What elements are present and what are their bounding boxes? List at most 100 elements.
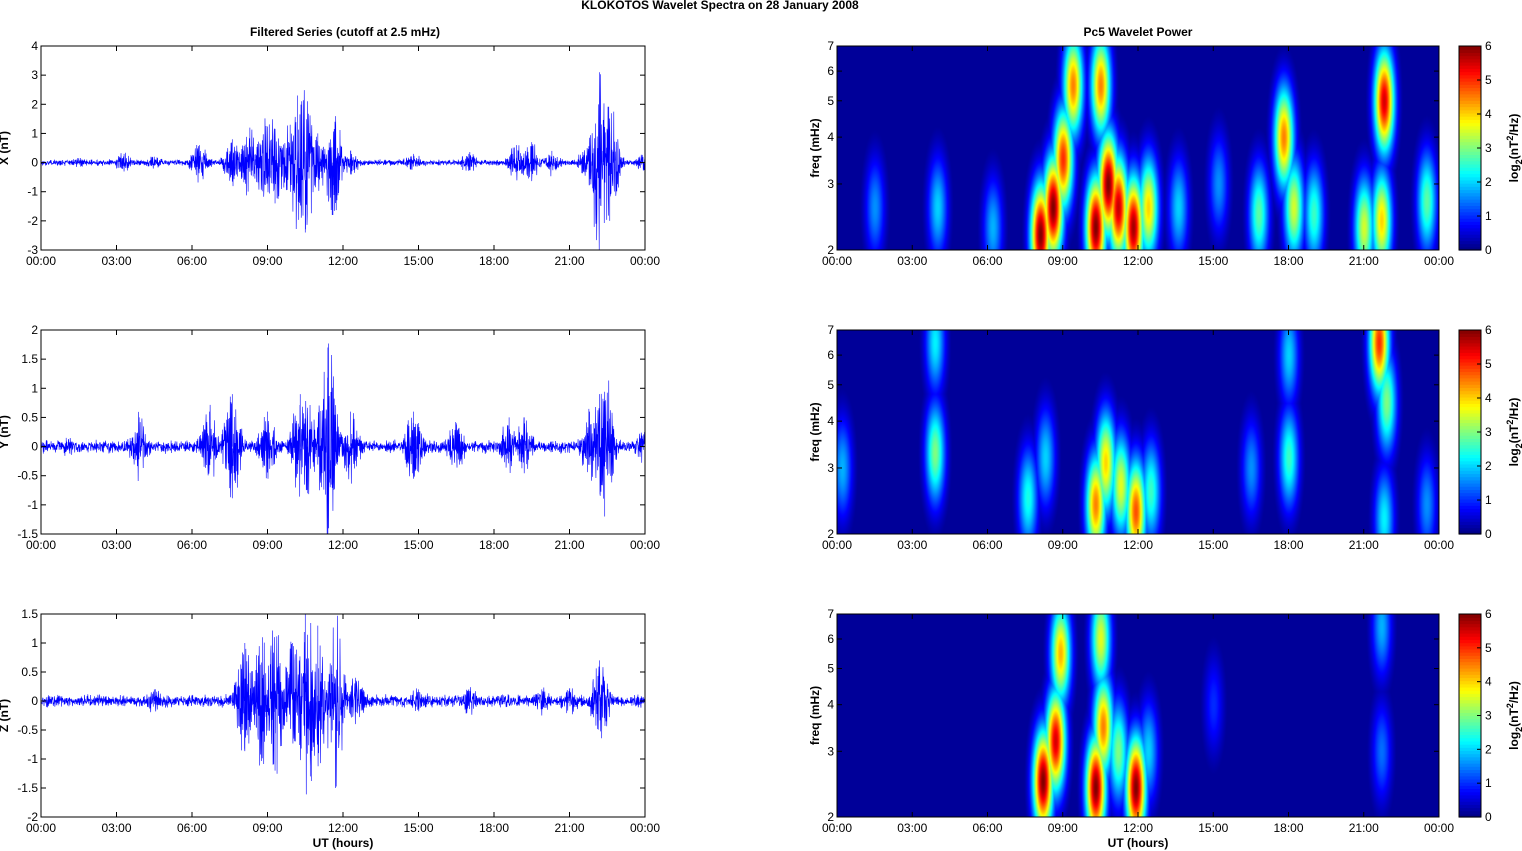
wavelet-y-colorbar-swatch — [1459, 518, 1481, 522]
wavelet-z-colorbar-swatch — [1459, 744, 1481, 748]
filtered-z-xtick-label: 12:00 — [328, 821, 358, 835]
filtered-y-xtick-label: 18:00 — [479, 538, 509, 552]
wavelet-x-colorbar-swatch — [1459, 163, 1481, 168]
wavelet-z-colorbar-swatch — [1459, 772, 1481, 777]
wavelet-y-colorbar-swatch — [1459, 473, 1481, 478]
wavelet-z-colorbar-tick-label: 5 — [1485, 641, 1492, 655]
wavelet-z-colorbar-swatch — [1459, 642, 1481, 647]
wavelet-y-colorbar-tick-label: 1 — [1485, 493, 1492, 507]
wavelet-z-colorbar-swatch — [1459, 740, 1481, 745]
wavelet-z-xtick-label: 00:00 — [822, 821, 852, 835]
wavelet-x-xtick-label: 15:00 — [1198, 254, 1228, 268]
filtered-y-xtick-label: 00:00 — [630, 538, 660, 552]
wavelet-z-colorbar-swatch — [1459, 775, 1481, 780]
wavelet-z-colorbar-label: log2(nT2/Hz) — [1505, 681, 1522, 750]
wavelet-y-xtick-label: 03:00 — [897, 538, 927, 552]
wavelet-x-colorbar-tick-label: 2 — [1485, 175, 1492, 189]
filtered-y-ylabel: Y (nT) — [0, 415, 11, 449]
wavelet-z-colorbar-swatch — [1459, 617, 1481, 621]
filtered-z-panel: -2 -1.5 -1 -0.5 0 0.5 1 1.5 00:00 03:00 06:00 09:00… — [0, 607, 660, 850]
wavelet-x-colorbar-swatch — [1459, 132, 1481, 136]
wavelet-x-colorbar-tick-label: 6 — [1485, 39, 1492, 53]
wavelet-x-colorbar-swatch — [1459, 65, 1481, 69]
wavelet-z-colorbar-swatch — [1459, 677, 1481, 682]
filtered-y-ytick-label: -1.5 — [17, 527, 38, 541]
wavelet-x-colorbar-swatch — [1459, 179, 1481, 184]
filtered-x-xtick-label: 15:00 — [403, 254, 433, 268]
wavelet-y-colorbar-swatch — [1459, 371, 1481, 376]
wavelet-z-colorbar: 0 1 2 3 4 5 6 log2(nT2/Hz) — [1458, 607, 1522, 824]
wavelet-x-colorbar-swatch — [1459, 122, 1481, 127]
wavelet-z-colorbar-swatch — [1459, 718, 1481, 723]
wavelet-y-colorbar-tick-label: 6 — [1485, 323, 1492, 337]
wavelet-y-colorbar-swatch — [1459, 479, 1481, 484]
wavelet-x-colorbar-swatch — [1459, 55, 1481, 60]
wavelet-z-colorbar-swatch — [1459, 683, 1481, 688]
wavelet-x-colorbar-swatch — [1459, 87, 1481, 92]
wavelet-x-colorbar-swatch — [1459, 195, 1481, 200]
wavelet-z-panel: 2 3 4 5 6 7 00:00 03:00 06:00 09:00 12:00 15:00 18:0… — [808, 607, 1522, 850]
wavelet-y-colorbar-swatch — [1459, 454, 1481, 459]
wavelet-x-colorbar-swatch — [1459, 141, 1481, 146]
wavelet-z-colorbar-swatch — [1459, 693, 1481, 698]
wavelet-z-colorbar-swatch — [1459, 623, 1481, 628]
wavelet-y-colorbar-swatch — [1459, 463, 1481, 468]
filtered-x-xtick-label: 18:00 — [479, 254, 509, 268]
wavelet-y-colorbar-swatch — [1459, 521, 1481, 526]
wavelet-z-colorbar-swatch — [1459, 794, 1481, 799]
wavelet-y-colorbar-swatch — [1459, 524, 1481, 529]
wavelet-z-colorbar-swatch — [1459, 702, 1481, 707]
wavelet-y-ytick-label: 4 — [827, 414, 834, 428]
wavelet-y-colorbar-swatch — [1459, 527, 1481, 532]
wavelet-y-colorbar-swatch — [1459, 514, 1481, 519]
wavelet-y-colorbar-swatch — [1459, 425, 1481, 430]
filtered-y-xtick-label: 06:00 — [177, 538, 207, 552]
wavelet-y-colorbar-swatch — [1459, 412, 1481, 417]
wavelet-z-colorbar-swatch — [1459, 731, 1481, 736]
filtered-x-axes-frame — [40, 45, 646, 251]
wavelet-z-colorbar-swatch — [1459, 728, 1481, 732]
wavelet-x-colorbar-swatch — [1459, 224, 1481, 229]
wavelet-x-xtick-label: 00:00 — [822, 254, 852, 268]
wavelet-z-ytick-label: 5 — [827, 662, 834, 676]
filtered-z-ytick-label: -1 — [27, 752, 38, 766]
wavelet-y-xtick-label: 15:00 — [1198, 538, 1228, 552]
wavelet-z-ytick-label: 7 — [827, 607, 834, 621]
wavelet-z-xtick-label: 15:00 — [1198, 821, 1228, 835]
wavelet-y-colorbar-swatch — [1459, 489, 1481, 494]
wavelet-z-colorbar-swatch — [1459, 652, 1481, 656]
wavelet-y-colorbar-swatch — [1459, 339, 1481, 344]
wavelet-y-xtick-label: 12:00 — [1123, 538, 1153, 552]
wavelet-z-colorbar-swatch — [1459, 658, 1481, 663]
wavelet-x-colorbar-swatch — [1459, 116, 1481, 120]
wavelet-y-ytick-label: 3 — [827, 461, 834, 475]
wavelet-z-colorbar-tick-label: 1 — [1485, 776, 1492, 790]
wavelet-x-colorbar-swatch — [1459, 97, 1481, 101]
wavelet-z-colorbar-swatch — [1459, 734, 1481, 739]
wavelet-x-colorbar-label: log2(nT2/Hz) — [1505, 114, 1522, 183]
wavelet-y-colorbar-swatch — [1459, 381, 1481, 385]
wavelet-z-colorbar-swatch — [1459, 782, 1481, 786]
wavelet-y-colorbar-tick-label: 0 — [1485, 527, 1492, 541]
wavelet-z-xtick-label: 18:00 — [1273, 821, 1303, 835]
wavelet-x-colorbar-swatch — [1459, 211, 1481, 216]
wavelet-x-colorbar-swatch — [1459, 68, 1481, 73]
wavelet-x-colorbar-swatch — [1459, 214, 1481, 219]
wavelet-z-colorbar-tick-label: 3 — [1485, 709, 1492, 723]
filtered-z-xlabel: UT (hours) — [313, 836, 374, 850]
filtered-z-ylabel: Z (nT) — [0, 699, 11, 732]
wavelet-y-xtick-label: 06:00 — [972, 538, 1002, 552]
wavelet-x-colorbar-swatch — [1459, 237, 1481, 242]
wavelet-x-colorbar-swatch — [1459, 100, 1481, 104]
wavelet-y-colorbar-swatch — [1459, 451, 1481, 455]
wavelet-z-colorbar-swatch — [1459, 680, 1481, 685]
wavelet-z-ylabel: freq (mHz) — [808, 686, 822, 745]
wavelet-z-colorbar-swatch — [1459, 614, 1481, 618]
wavelet-y-colorbar-swatch — [1459, 349, 1481, 353]
wavelet-z-colorbar-swatch — [1459, 813, 1481, 818]
filtered-y-xtick-label: 09:00 — [252, 538, 282, 552]
wavelet-z-colorbar-swatch — [1459, 737, 1481, 742]
wavelet-y-colorbar-swatch — [1459, 416, 1481, 420]
wavelet-z-ytick-label: 2 — [827, 810, 834, 824]
wavelet-x-ytick-label: 3 — [827, 177, 834, 191]
